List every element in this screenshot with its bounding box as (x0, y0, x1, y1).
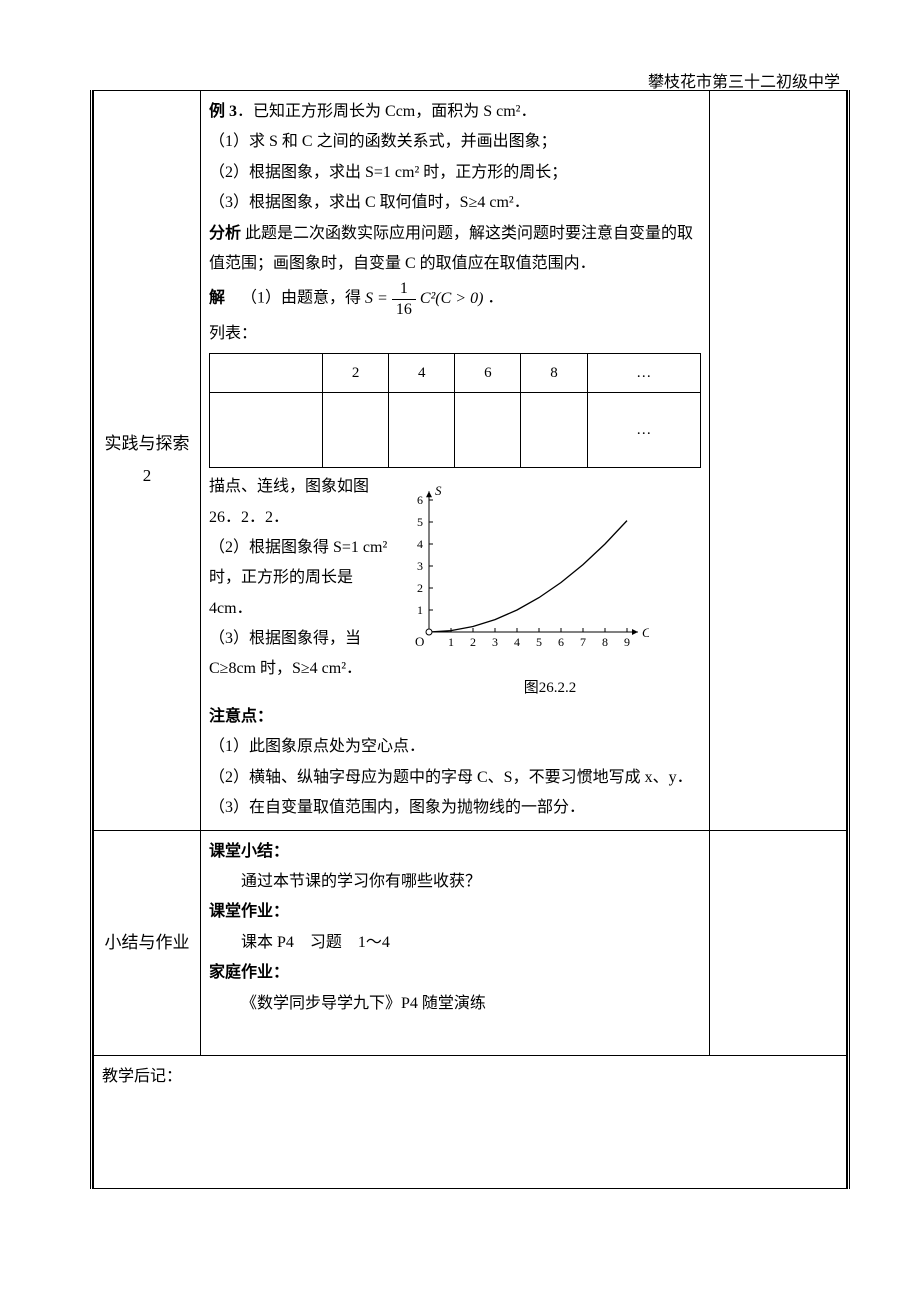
question-3: （3）根据图象，求出 C 取何值时，S≥4 cm²． (209, 188, 701, 218)
homework-label: 家庭作业： (209, 958, 701, 988)
svg-text:S: S (435, 483, 442, 498)
data-cell: 4 (389, 354, 455, 393)
svg-text:2: 2 (417, 581, 423, 595)
chart-figure: 1 2 3 4 5 6 7 8 9 1 2 3 4 5 6 O C S (399, 472, 649, 662)
content-frame: 实践与探索 2 例 3．已知正方形周长为 Ccm，面积为 S cm²． （1）求… (90, 90, 850, 1189)
classroom-summary-label: 课堂小结： (209, 837, 701, 867)
answer-2: （2）根据图象得 S=1 cm² 时，正方形的周长是 4cm． (209, 533, 399, 624)
teaching-notes: 教学后记： (94, 1056, 847, 1189)
svg-text:2: 2 (470, 635, 476, 649)
classroom-summary-text: 通过本节课的学习你有哪些收获？ (209, 867, 701, 897)
homework-text: 《数学同步导学九下》P4 随堂演练 (209, 989, 701, 1019)
data-cell (389, 393, 455, 468)
data-cell: 6 (455, 354, 521, 393)
data-table: 2 4 6 8 … (209, 353, 701, 468)
fraction: 116 (392, 279, 416, 318)
data-cell (210, 354, 323, 393)
classwork-label: 课堂作业： (209, 897, 701, 927)
section-content-summary: 课堂小结： 通过本节课的学习你有哪些收获？ 课堂作业： 课本 P4 习题 1～4… (201, 830, 710, 1056)
chart-caption: 图26.2.2 (399, 674, 701, 703)
analysis-text: 此题是二次函数实际应用问题，解这类问题时要注意自变量的取值范围；画图象时，自变量… (209, 225, 693, 272)
note-2: （2）横轴、纵轴字母应为题中的字母 C、S，不要习惯地写成 x、y． (209, 763, 701, 793)
svg-text:1: 1 (417, 603, 423, 617)
svg-text:5: 5 (536, 635, 542, 649)
svg-text:C: C (642, 625, 649, 640)
section-label-summary: 小结与作业 (94, 830, 201, 1056)
school-name: 攀枝花市第三十二初级中学 (648, 68, 840, 92)
svg-text:O: O (415, 634, 424, 649)
svg-text:6: 6 (417, 493, 423, 507)
svg-text:6: 6 (558, 635, 564, 649)
svg-text:1: 1 (448, 635, 454, 649)
solution-lead (229, 290, 241, 307)
analysis-label: 分析 (209, 225, 241, 242)
main-table: 实践与探索 2 例 3．已知正方形周长为 Ccm，面积为 S cm²． （1）求… (93, 90, 847, 1189)
data-cell: 2 (323, 354, 389, 393)
classwork-text: 课本 P4 习题 1～4 (209, 928, 701, 958)
svg-text:9: 9 (624, 635, 630, 649)
data-cell (323, 393, 389, 468)
note-1: （1）此图象原点处为空心点． (209, 732, 701, 762)
list-label: 列表： (209, 319, 701, 349)
question-1: （1）求 S 和 C 之间的函数关系式，并画出图象； (209, 127, 701, 157)
note-3: （3）在自变量取值范围内，图象为抛物线的一部分． (209, 793, 701, 823)
teaching-notes-label: 教学后记： (102, 1068, 182, 1085)
formula: S = 116 C²(C > 0) (365, 290, 487, 307)
right-col-1 (710, 91, 847, 831)
svg-text:3: 3 (492, 635, 498, 649)
notes-label: 注意点： (209, 702, 701, 732)
data-cell: 8 (521, 354, 587, 393)
data-cell (521, 393, 587, 468)
question-2: （2）根据图象，求出 S=1 cm² 时，正方形的周长； (209, 158, 701, 188)
example-label: 例 3 (209, 103, 237, 120)
solution-label: 解 (209, 290, 225, 307)
draw-text: 描点、连线，图象如图 26．2．2． (209, 472, 399, 533)
svg-text:8: 8 (602, 635, 608, 649)
svg-text:5: 5 (417, 515, 423, 529)
data-cell (210, 393, 323, 468)
example-text: ．已知正方形周长为 Ccm，面积为 S cm²． (237, 103, 536, 120)
svg-text:4: 4 (417, 537, 423, 551)
right-col-2 (710, 830, 847, 1056)
data-cell: … (587, 393, 700, 468)
svg-text:4: 4 (514, 635, 520, 649)
section-label-practice: 实践与探索 2 (94, 91, 201, 831)
data-cell: … (587, 354, 700, 393)
svg-text:3: 3 (417, 559, 423, 573)
answer-3: （3）根据图象得，当 C≥8cm 时，S≥4 cm²． (209, 624, 399, 685)
section-content-practice: 例 3．已知正方形周长为 Ccm，面积为 S cm²． （1）求 S 和 C 之… (201, 91, 710, 831)
data-cell (455, 393, 521, 468)
svg-text:7: 7 (580, 635, 586, 649)
